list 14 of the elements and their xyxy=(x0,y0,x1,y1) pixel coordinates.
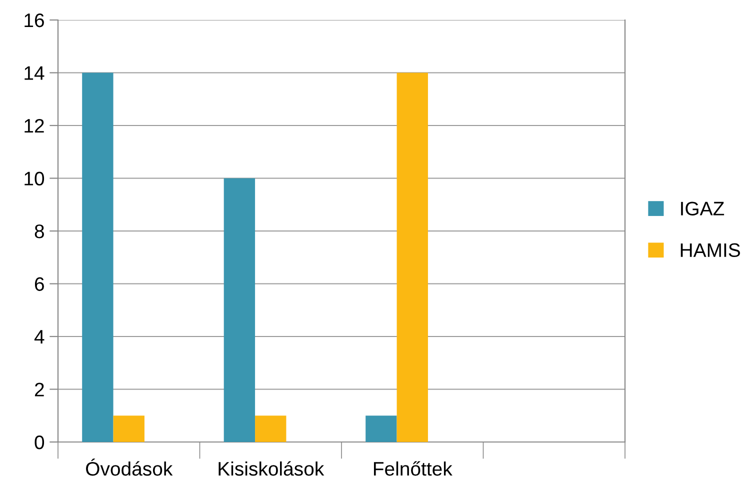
y-tick-label: 12 xyxy=(24,118,44,133)
y-tick-label: 6 xyxy=(34,277,44,291)
legend-label: IGAZ xyxy=(681,202,724,216)
y-tick-label: 4 xyxy=(34,330,44,344)
x-tick-label: Felnőttek xyxy=(374,461,452,476)
y-tick-label: 0 xyxy=(34,435,44,450)
y-tick-label: 8 xyxy=(34,224,44,238)
x-tick-label: Óvodások xyxy=(86,458,173,476)
x-tick-label: Kisiskolások xyxy=(218,461,324,476)
y-tick-label: 10 xyxy=(24,172,44,186)
y-tick-label: 14 xyxy=(24,66,44,80)
legend-label: HAMIS xyxy=(680,243,740,258)
y-tick-label: 16 xyxy=(24,13,44,28)
y-tick-label: 2 xyxy=(34,382,44,396)
